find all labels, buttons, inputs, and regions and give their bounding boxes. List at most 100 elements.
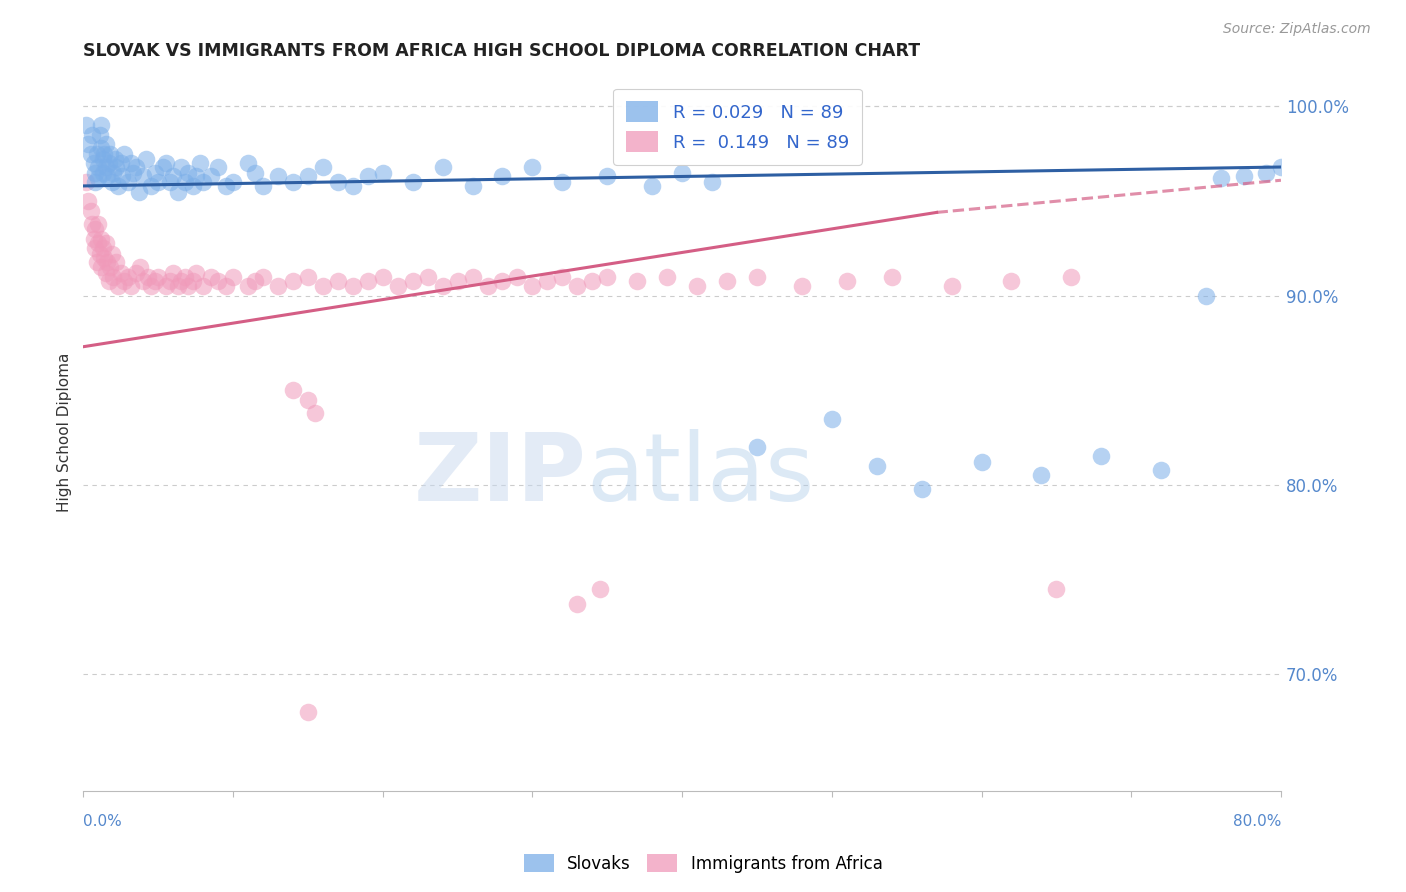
Point [120,156,142,170]
Point [342,178,364,193]
Point [267,279,290,293]
Point [112,273,135,287]
Y-axis label: High School Diploma: High School Diploma [58,352,72,511]
Point [200,269,222,284]
Point [461,269,484,284]
Point [103,269,125,284]
Point [1270,160,1292,174]
Point [143,273,166,287]
Point [76,137,98,152]
Point [461,178,484,193]
Point [626,273,648,287]
Point [143,166,166,180]
Point [125,160,148,174]
Point [326,273,349,287]
Point [911,482,934,496]
Point [1060,269,1083,284]
Legend: R = 0.029   N = 89, R =  0.149   N = 89: R = 0.029 N = 89, R = 0.149 N = 89 [613,88,862,165]
Point [252,269,274,284]
Point [91,153,114,167]
Point [97,156,120,170]
Point [432,160,454,174]
Point [477,279,499,293]
Point [96,254,118,268]
Point [207,273,229,287]
Point [135,153,157,167]
Point [166,279,188,293]
Point [86,146,108,161]
Point [129,260,152,275]
Point [416,269,439,284]
Point [371,166,394,180]
Point [84,222,107,236]
Point [745,269,768,284]
Point [835,273,858,287]
Point [1232,169,1254,184]
Point [745,440,768,454]
Point [107,279,129,293]
Point [326,175,349,189]
Point [671,166,693,180]
Point [181,178,204,193]
Point [110,156,132,170]
Point [87,160,110,174]
Point [207,160,229,174]
Point [82,217,104,231]
Point [551,175,574,189]
Point [657,269,679,284]
Point [581,273,603,287]
Point [1090,450,1112,464]
Point [169,273,191,287]
Point [567,279,589,293]
Point [866,458,889,473]
Point [117,175,139,189]
Point [100,175,122,189]
Point [121,166,143,180]
Point [387,279,409,293]
Point [98,260,121,275]
Point [110,266,132,280]
Point [371,269,394,284]
Point [159,273,181,287]
Point [716,273,738,287]
Legend: Slovaks, Immigrants from Africa: Slovaks, Immigrants from Africa [517,847,889,880]
Point [222,175,245,189]
Point [90,232,112,246]
Point [83,156,105,170]
Point [214,178,236,193]
Point [155,156,177,170]
Point [880,269,903,284]
Point [136,269,159,284]
Point [105,254,128,268]
Point [401,175,423,189]
Point [941,279,963,293]
Point [214,279,236,293]
Point [139,279,162,293]
Point [281,175,304,189]
Point [686,279,709,293]
Point [297,392,319,407]
Point [93,146,115,161]
Text: ZIP: ZIP [413,429,586,521]
Point [84,166,107,180]
Point [536,273,558,287]
Point [267,169,290,184]
Point [104,153,127,167]
Point [401,273,423,287]
Point [86,254,108,268]
Point [641,178,664,193]
Point [80,146,103,161]
Point [111,169,134,184]
Point [75,119,97,133]
Point [162,266,184,280]
Point [491,169,513,184]
Point [342,279,364,293]
Point [87,171,110,186]
Point [146,175,169,189]
Point [188,156,211,170]
Point [700,175,723,189]
Point [589,582,612,596]
Point [139,178,162,193]
Point [1195,288,1218,302]
Point [98,146,121,161]
